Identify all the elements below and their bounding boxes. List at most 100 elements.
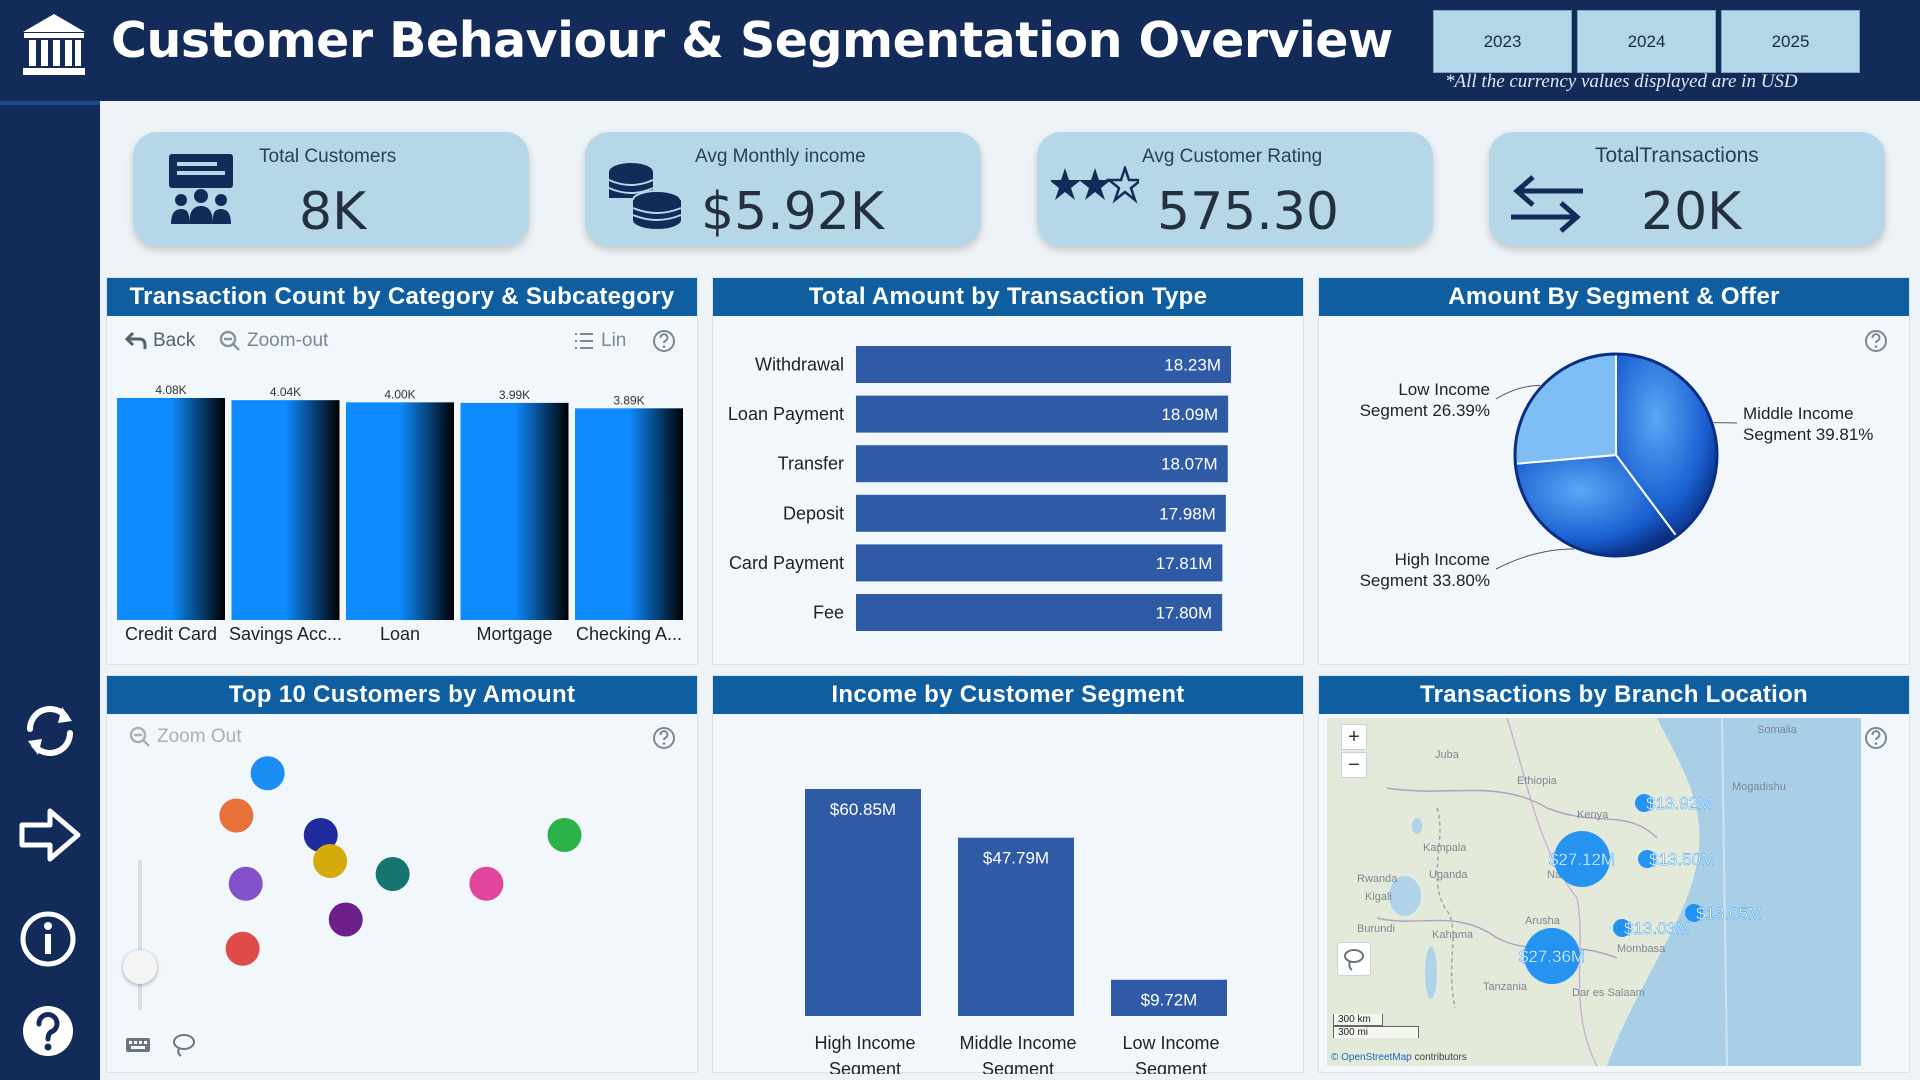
panel-income-segment: Income by Customer Segment $60.85M High I… (712, 675, 1304, 1074)
zoom-out-button[interactable]: Zoom-out (219, 330, 328, 352)
kpi-value: 8K (299, 182, 367, 242)
header: Customer Behaviour & Segmentation Overvi… (0, 0, 1920, 101)
zoom-out-button[interactable]: Zoom Out (129, 726, 241, 748)
kpi-value: 575.30 (1157, 182, 1339, 242)
info-icon[interactable] (18, 907, 82, 971)
page-title: Customer Behaviour & Segmentation Overvi… (111, 12, 1393, 69)
category-label: Segment (1135, 1059, 1207, 1074)
slice-label: Segment 39.81% (1743, 425, 1873, 444)
data-label: $47.79M (983, 849, 1049, 868)
kpi-label: Total Customers (259, 146, 397, 167)
bar (460, 402, 569, 620)
panel-transaction-type: Total Amount by Transaction Type Withdra… (712, 277, 1304, 665)
kpi-value: 20K (1641, 182, 1742, 242)
zoom-out-label: Zoom Out (157, 726, 242, 747)
coins-icon (608, 163, 682, 229)
scale-mi: 300 mi (1333, 1026, 1419, 1038)
bar (805, 789, 921, 1016)
back-button[interactable]: Back (125, 330, 195, 352)
back-label: Back (153, 330, 196, 351)
bar (117, 398, 225, 620)
category-bar-chart: 4.08K Credit Card 4.04K Savings Acc... 4.00K… (117, 383, 683, 644)
lasso-icon[interactable] (171, 1032, 197, 1058)
play-axis-track (138, 860, 142, 1010)
help-circle-icon[interactable] (1864, 726, 1888, 750)
panel-title: Income by Customer Segment (713, 676, 1303, 714)
map-bubble (1524, 928, 1580, 984)
category-label: Segment (829, 1059, 901, 1074)
map-zoom-out-button[interactable]: − (1341, 752, 1367, 778)
map-scale: 300 km 300 mi (1333, 1014, 1419, 1038)
map-label: Uganda (1429, 869, 1468, 881)
map-label: Kampala (1423, 842, 1467, 854)
bar (1111, 979, 1227, 1016)
panel-title: Transactions by Branch Location (1319, 676, 1909, 714)
year-button-2023[interactable]: 2023 (1433, 10, 1572, 73)
map-label: Rwanda (1357, 873, 1398, 885)
pie-slice (1514, 352, 1617, 465)
scale-km: 300 km (1333, 1014, 1383, 1026)
data-label: 4.04K (270, 385, 301, 399)
arrow-right-icon[interactable] (18, 803, 82, 867)
scatter-point (225, 931, 260, 966)
category-label: Loan (380, 624, 420, 644)
customers-icon (169, 154, 233, 224)
help-circle-icon[interactable] (1864, 329, 1888, 353)
leader-line (1495, 548, 1574, 570)
leader-line (1495, 384, 1541, 400)
play-axis-slider[interactable] (123, 950, 157, 984)
help-circle-icon[interactable] (652, 726, 676, 750)
map-bubble-label: $13.50M (1649, 850, 1715, 869)
back-arrow-icon (125, 331, 147, 349)
category-label: Segment (982, 1059, 1054, 1074)
slice-label: High Income (1395, 550, 1490, 569)
zoom-out-icon (129, 726, 150, 747)
bar (856, 544, 1223, 582)
panel-segment-offer: Amount By Segment & Offer Middle Income S… (1318, 277, 1910, 665)
map-bubble-label: $13.92M (1646, 794, 1712, 813)
list-icon (575, 333, 593, 349)
map-label: Mogadishu (1732, 781, 1786, 793)
kpi-card-avg-monthly-income: Avg Monthly income $5.92K (585, 132, 981, 246)
keyboard-icon[interactable] (125, 1034, 151, 1056)
slice-label: Low Income (1398, 380, 1490, 399)
kpi-card-avg-customer-rating: Avg Customer Rating 575.30 (1037, 132, 1433, 246)
branch-map[interactable]: Juba Kampala Kigali Nairobi Mombasa Moga… (1327, 718, 1861, 1066)
map-lasso-button[interactable] (1337, 942, 1371, 976)
map-bubble-label: $13.03M (1624, 919, 1690, 938)
map-attribution: © OpenStreetMap contributors (1331, 1052, 1467, 1063)
bar (856, 494, 1226, 532)
help-icon[interactable] (18, 999, 82, 1063)
attribution-link[interactable]: © OpenStreetMap (1331, 1052, 1412, 1063)
panel-branch-location: Transactions by Branch Location Juba Kam… (1318, 675, 1910, 1073)
attribution-text: contributors (1411, 1052, 1467, 1063)
map-bubble-label: $27.36M (1519, 947, 1585, 966)
year-button-2024[interactable]: 2024 (1577, 10, 1716, 73)
category-label: Transfer (778, 454, 844, 474)
bar (856, 395, 1229, 433)
scatter-point (469, 866, 504, 901)
slice-label: Segment 33.80% (1360, 571, 1490, 590)
help-circle-icon[interactable] (652, 329, 676, 353)
category-label: Deposit (783, 503, 844, 523)
stars-icon (1051, 166, 1139, 204)
data-label: 3.99K (499, 388, 530, 402)
data-label: 17.80M (1155, 604, 1212, 623)
pie-outline (1513, 352, 1719, 558)
scatter-point (228, 866, 263, 901)
bar (958, 837, 1074, 1016)
data-label: 4.00K (384, 387, 415, 401)
year-button-2025[interactable]: 2025 (1721, 10, 1860, 73)
transaction-type-bar-chart: Withdrawal 18.23M Loan Payment 18.09M Transf… (728, 346, 1231, 631)
data-label: 18.09M (1161, 405, 1218, 424)
map-bubble-label: $27.12M (1549, 850, 1615, 869)
refresh-icon[interactable] (18, 699, 82, 763)
linear-scale-button[interactable]: Lin (573, 330, 626, 352)
map-bubble-label: $13.05M (1696, 904, 1762, 923)
kpi-card-total-transactions: TotalTransactions 20K (1489, 132, 1885, 246)
map-zoom-in-button[interactable]: + (1341, 724, 1367, 750)
kpi-label: Avg Monthly income (695, 146, 866, 167)
slice-label: Segment 26.39% (1360, 401, 1490, 420)
category-label: Low Income (1122, 1033, 1219, 1053)
sidebar (0, 101, 100, 1080)
